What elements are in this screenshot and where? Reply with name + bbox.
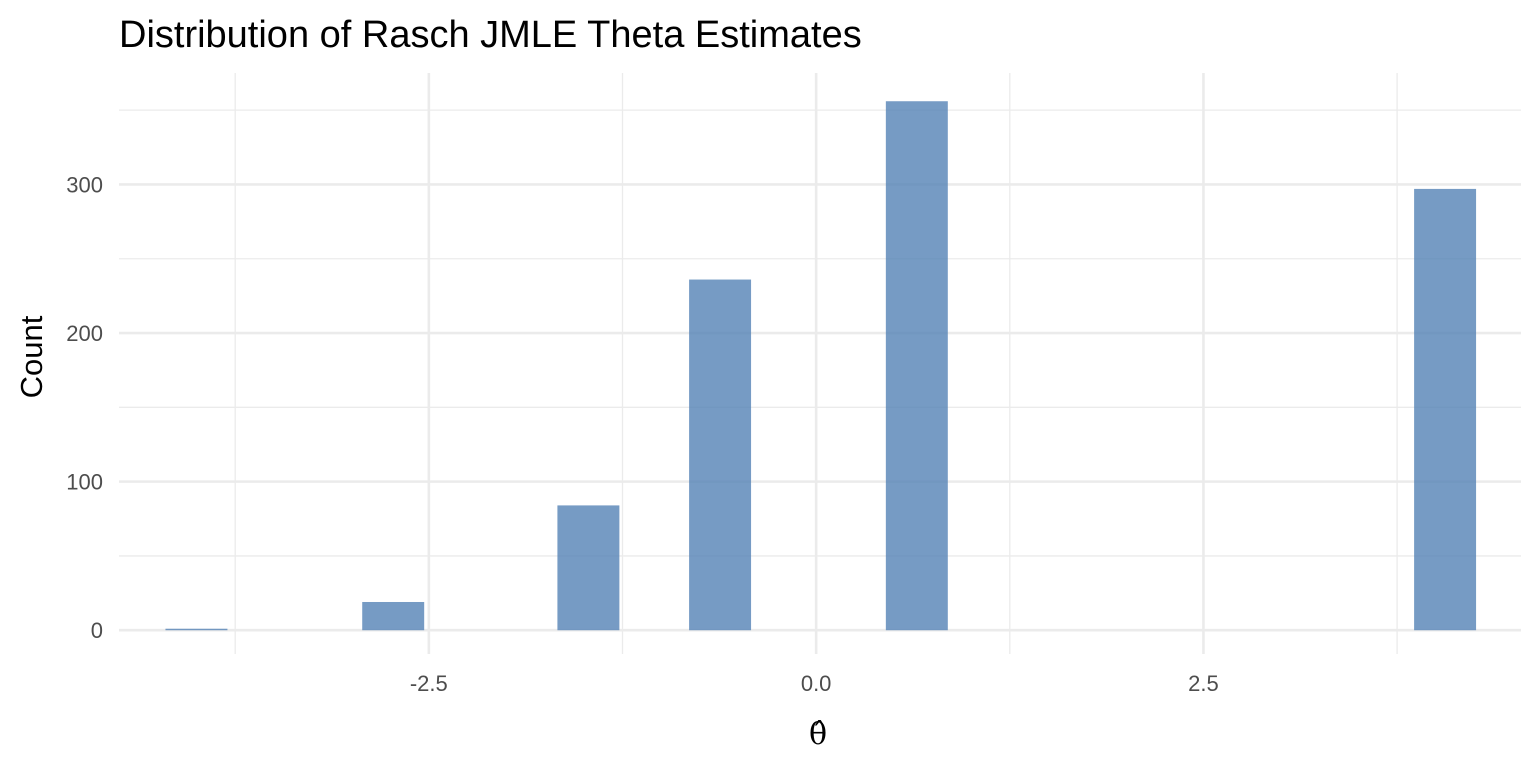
gridlines: [119, 73, 1521, 654]
chart-title: Distribution of Rasch JMLE Theta Estimat…: [119, 14, 862, 56]
histogram-bar: [885, 101, 948, 631]
x-tick-label: 2.5: [1188, 671, 1219, 696]
histogram-bar: [689, 279, 752, 631]
histogram-bar: [362, 601, 425, 631]
y-tick-label: 200: [66, 321, 103, 346]
x-tick-label: 0.0: [801, 671, 832, 696]
y-tick-label: 300: [66, 172, 103, 197]
histogram-bar: [1414, 188, 1477, 631]
x-axis-title: θ̂: [809, 717, 827, 752]
tick-labels: -2.5 0.0 2.5 0 100 200 300: [66, 172, 1218, 696]
y-axis-title: Count: [14, 315, 49, 398]
histogram-bars: [165, 101, 1477, 631]
y-tick-label: 0: [91, 618, 103, 643]
histogram-bar: [165, 628, 228, 631]
histogram-bar: [557, 505, 620, 631]
x-tick-label: -2.5: [410, 671, 448, 696]
y-tick-label: 100: [66, 470, 103, 495]
